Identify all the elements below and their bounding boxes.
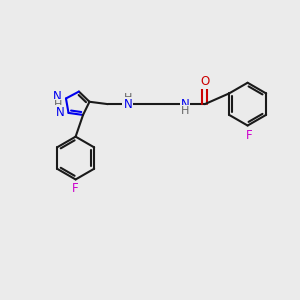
Text: N: N	[181, 98, 189, 111]
Text: N: N	[56, 106, 64, 119]
Text: H: H	[181, 106, 189, 116]
Text: N: N	[123, 98, 132, 111]
Text: F: F	[246, 129, 252, 142]
Text: H: H	[124, 93, 132, 103]
Text: N: N	[53, 91, 62, 103]
Text: H: H	[53, 100, 62, 110]
Text: F: F	[72, 182, 79, 196]
Text: O: O	[200, 75, 209, 88]
